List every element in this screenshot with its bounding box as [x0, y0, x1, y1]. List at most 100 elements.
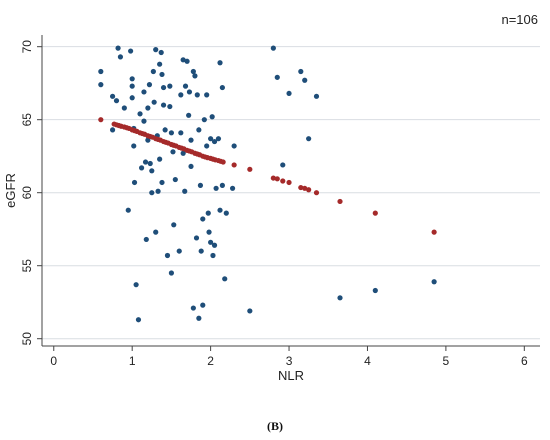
observed-point	[182, 188, 188, 194]
observed-point	[247, 308, 253, 314]
y-tick-label: 55	[20, 259, 34, 273]
observed-point	[158, 49, 164, 56]
observed-point	[167, 83, 173, 89]
observed-point	[196, 127, 202, 133]
observed-point	[217, 60, 223, 66]
observed-point	[146, 82, 153, 88]
observed-point	[306, 136, 312, 142]
observed-point	[190, 305, 196, 311]
observed-point	[164, 252, 171, 259]
observed-point	[180, 150, 186, 156]
observed-point	[180, 57, 186, 63]
observed-point	[135, 317, 142, 323]
observed-point	[159, 179, 165, 186]
observed-point	[145, 105, 151, 111]
observed-point	[223, 210, 229, 216]
observed-point	[210, 252, 216, 259]
observed-point	[208, 239, 214, 245]
observed-points	[98, 45, 437, 323]
observed-point	[109, 127, 116, 133]
observed-point	[302, 77, 308, 83]
observed-point	[131, 143, 137, 149]
observed-point	[128, 48, 134, 54]
observed-point	[129, 83, 135, 89]
observed-point	[153, 47, 159, 53]
observed-point	[211, 242, 218, 248]
observed-point	[372, 287, 378, 294]
observed-point	[208, 136, 214, 142]
observed-point	[280, 162, 286, 168]
observed-point	[117, 54, 124, 60]
observed-point	[194, 92, 200, 98]
observed-point	[129, 76, 135, 82]
observed-point	[129, 95, 135, 101]
x-tick-label: 3	[286, 354, 293, 368]
fitted-point	[231, 162, 237, 168]
observed-point	[190, 68, 196, 75]
observed-point	[186, 89, 193, 95]
fitted-point	[306, 187, 312, 193]
panel-label: (B)	[267, 419, 283, 433]
fitted-point	[98, 117, 104, 123]
observed-point	[159, 71, 165, 78]
x-axis-title: NLR	[278, 368, 304, 383]
observed-point	[231, 143, 237, 149]
observed-point	[125, 207, 131, 213]
fitted-point	[337, 198, 343, 205]
observed-point	[141, 89, 147, 95]
fitted-point	[298, 184, 304, 191]
x-tick-label: 1	[129, 354, 136, 368]
y-axis-title: eGFR	[3, 173, 18, 208]
observed-point	[219, 182, 225, 188]
observed-point	[142, 159, 149, 165]
observed-point	[198, 248, 204, 254]
observed-point	[204, 143, 210, 149]
observed-point	[150, 68, 156, 75]
observed-point	[176, 248, 182, 254]
fitted-point	[372, 210, 378, 216]
y-tick-label: 65	[20, 113, 34, 127]
x-tick-label: 5	[443, 354, 450, 368]
observed-point	[153, 229, 159, 235]
fitted-point	[274, 176, 280, 182]
observed-point	[192, 73, 198, 79]
observed-point	[133, 282, 139, 288]
observed-point	[137, 111, 143, 117]
observed-point	[188, 163, 194, 170]
fitted-point	[302, 185, 308, 191]
observed-point	[219, 84, 225, 91]
observed-point	[172, 176, 178, 183]
observed-point	[193, 235, 200, 241]
observed-point	[182, 83, 189, 89]
x-tick-label: 2	[207, 354, 214, 368]
observed-point	[229, 185, 236, 191]
observed-point	[149, 190, 155, 196]
observed-point	[167, 103, 173, 110]
observed-point	[151, 99, 157, 105]
observed-point	[168, 130, 175, 136]
observed-point	[157, 61, 163, 67]
observed-point	[274, 74, 280, 80]
plot-panel	[42, 35, 540, 346]
observed-point	[147, 160, 153, 167]
observed-point	[131, 179, 138, 186]
fitted-points	[98, 117, 437, 235]
fitted-point	[270, 175, 276, 181]
observed-point	[155, 188, 161, 194]
observed-point	[222, 276, 228, 282]
fitted-point	[431, 229, 437, 235]
observed-point	[109, 93, 116, 99]
observed-point	[115, 45, 121, 51]
x-tick-label: 0	[50, 354, 57, 368]
observed-point	[197, 182, 204, 188]
y-tick-label: 60	[20, 186, 34, 200]
observed-point	[113, 98, 120, 104]
observed-point	[186, 112, 192, 118]
observed-point	[270, 45, 276, 51]
observed-point	[171, 222, 177, 228]
y-tick-label: 70	[20, 40, 34, 54]
observed-point	[201, 117, 207, 123]
observed-point	[196, 315, 202, 321]
fitted-point	[247, 166, 253, 172]
